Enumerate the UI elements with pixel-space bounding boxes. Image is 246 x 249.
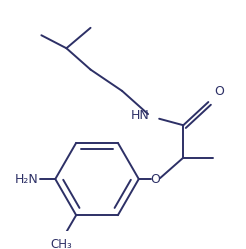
Text: H₂N: H₂N — [15, 173, 39, 186]
Text: O: O — [151, 173, 160, 186]
Text: O: O — [214, 85, 224, 98]
Text: HN: HN — [131, 110, 150, 123]
Text: CH₃: CH₃ — [50, 238, 72, 249]
